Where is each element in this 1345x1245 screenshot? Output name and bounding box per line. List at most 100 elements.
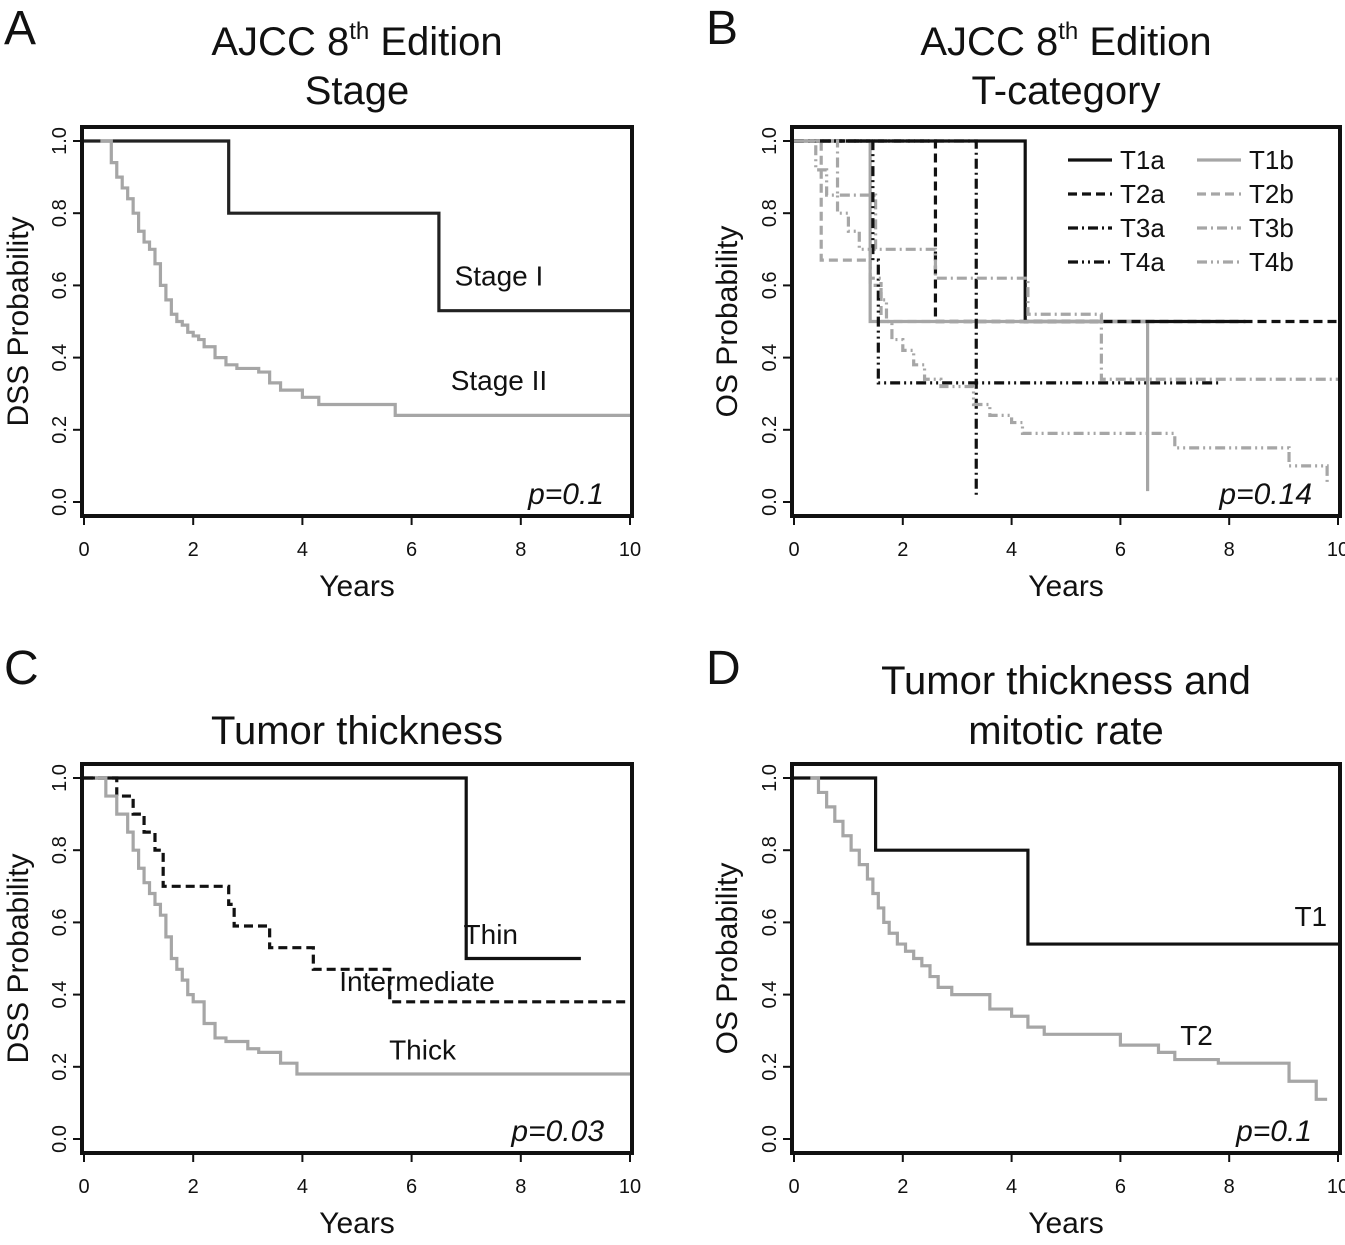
series-t2a [794, 139, 1338, 324]
x-tick-label: 4 [1006, 539, 1017, 561]
series-thin [84, 776, 581, 961]
chart-title: AJCC 8th Edition [211, 18, 502, 64]
legend-label: T3a [1120, 213, 1165, 243]
y-tick-label: 0.0 [759, 1125, 781, 1153]
x-axis-label: Years [319, 1207, 395, 1240]
chart-title-part: Edition [1078, 20, 1211, 64]
x-tick-label: 6 [406, 539, 417, 561]
y-tick-label: 0.4 [49, 344, 71, 372]
x-tick-label: 2 [897, 539, 908, 561]
x-tick-label: 0 [78, 539, 89, 561]
x-tick-label: 6 [1115, 539, 1126, 561]
panel-letter-a: A [4, 2, 36, 55]
series-stage-i [84, 139, 630, 313]
y-tick-label: 0.0 [759, 488, 781, 516]
curve-label: Thin [464, 919, 518, 950]
x-tick-label: 2 [188, 1176, 199, 1198]
series-stage-ii [100, 139, 630, 417]
chart-title: AJCC 8th Edition [920, 18, 1211, 64]
panel-c: C Tumor thickness 0 2 4 6 8 10 0.0 0.2 0.4 0.6 0.8 1… [2, 642, 641, 1240]
legend-label: T3b [1249, 213, 1294, 243]
x-tick-label: 4 [1006, 1176, 1017, 1198]
y-tick-label: 0.6 [49, 908, 71, 936]
chart-title-part: AJCC 8 [211, 20, 349, 64]
x-tick-label: 4 [297, 539, 308, 561]
y-axis-label: OS Probability [711, 863, 744, 1055]
y-axis-label: DSS Probability [2, 853, 35, 1063]
plot-frame [80, 762, 634, 1155]
chart-title: Tumor thickness [211, 709, 503, 753]
y-tick-label: 0.2 [759, 1053, 781, 1081]
x-axis-label: Years [319, 570, 395, 603]
legend-label: T1b [1249, 145, 1294, 175]
series-t1 [794, 776, 1338, 946]
x-tick-label: 2 [897, 1176, 908, 1198]
y-tick-label: 0.8 [759, 199, 781, 227]
legend-label: T4b [1249, 247, 1294, 277]
y-tick-label: 0.2 [759, 416, 781, 444]
panel-letter-d: D [706, 642, 741, 695]
curve-label: T1 [1294, 901, 1327, 932]
curve-label: Thick [389, 1035, 457, 1066]
y-tick-label: 0.4 [49, 981, 71, 1009]
x-tick-label: 10 [1327, 539, 1345, 561]
y-tick-label: 1.0 [49, 764, 71, 792]
x-tick-label: 4 [297, 1176, 308, 1198]
panel-letter-b: B [706, 2, 738, 55]
legend-label: T2b [1249, 179, 1294, 209]
chart-subtitle: T-category [972, 69, 1161, 113]
chart-title-superscript: th [349, 18, 369, 45]
x-tick-label: 8 [1224, 539, 1235, 561]
series-t1a [794, 139, 1246, 324]
y-tick-label: 1.0 [759, 127, 781, 155]
curve-label: T2 [1180, 1020, 1213, 1051]
y-tick-label: 0.0 [49, 488, 71, 516]
y-tick-label: 0.4 [759, 344, 781, 372]
plot-frame [80, 125, 634, 518]
x-tick-label: 2 [188, 539, 199, 561]
x-tick-label: 0 [788, 1176, 799, 1198]
legend-label: T4a [1120, 247, 1165, 277]
series-t2 [810, 776, 1328, 1101]
x-axis-label: Years [1028, 570, 1104, 603]
chart-title-part: Edition [369, 20, 502, 64]
y-tick-label: 0.2 [49, 1053, 71, 1081]
curve-label: Stage I [455, 260, 544, 291]
chart-subtitle: Stage [305, 69, 410, 113]
y-tick-label: 0.4 [759, 981, 781, 1009]
y-tick-label: 0.6 [759, 271, 781, 299]
y-tick-label: 0.8 [759, 836, 781, 864]
curve-label: Intermediate [339, 966, 495, 997]
y-tick-label: 0.6 [49, 271, 71, 299]
chart-title-part: AJCC 8 [920, 20, 1058, 64]
panel-b: B AJCC 8th Edition T-category 0 2 4 6 8 10 0.0 0.… [706, 2, 1345, 603]
panel-a: A AJCC 8th Edition Stage 0 2 4 6 8 10 0.0 0.2 0.4 0… [2, 2, 641, 603]
y-tick-label: 1.0 [49, 127, 71, 155]
plot-frame [790, 762, 1342, 1155]
x-tick-label: 6 [1115, 1176, 1126, 1198]
panel-letter-c: C [4, 642, 39, 695]
x-tick-label: 8 [1224, 1176, 1235, 1198]
x-tick-label: 6 [406, 1176, 417, 1198]
x-axis-label: Years [1028, 1207, 1104, 1240]
chart-title-superscript: th [1058, 18, 1078, 45]
y-tick-label: 0.2 [49, 416, 71, 444]
p-value: p=0.03 [510, 1115, 604, 1148]
p-value: p=0.1 [527, 478, 604, 511]
legend-label: T2a [1120, 179, 1165, 209]
y-tick-label: 0.6 [759, 908, 781, 936]
legend-label: T1a [1120, 145, 1165, 175]
panel-d: D Tumor thickness and mitotic rate 0 2 4 6 8 10… [706, 642, 1345, 1240]
series-thick [94, 776, 630, 1076]
curve-label: Stage II [451, 365, 548, 396]
p-value: p=0.14 [1218, 478, 1312, 511]
y-tick-label: 0.0 [49, 1125, 71, 1153]
series-t3b [794, 139, 1338, 381]
x-tick-label: 0 [78, 1176, 89, 1198]
x-tick-label: 10 [619, 539, 641, 561]
y-tick-label: 0.8 [49, 199, 71, 227]
series-intermediate [84, 776, 630, 1004]
y-axis-label: OS Probability [711, 226, 744, 418]
x-tick-label: 10 [1327, 1176, 1345, 1198]
